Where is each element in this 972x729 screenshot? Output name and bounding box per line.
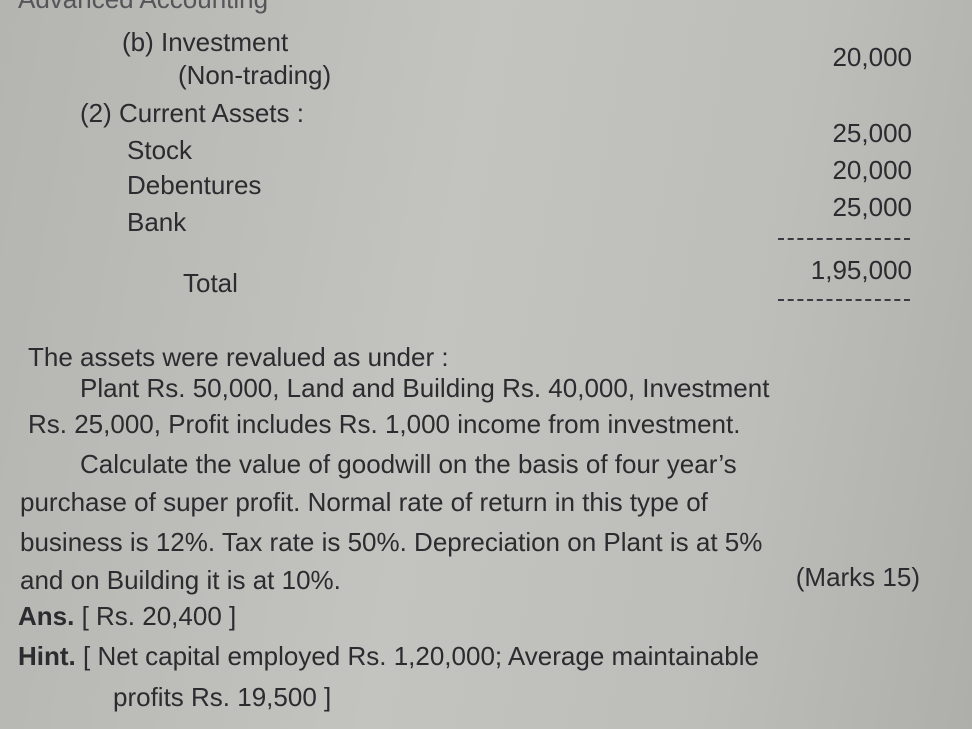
investment-label: (b) Investment — [122, 27, 289, 57]
running-header: Advanced Accounting — [18, 0, 268, 14]
investment-sub: (Non-trading) — [178, 60, 332, 90]
answer: Ans. [ Rs. 20,400 ] — [18, 601, 236, 631]
investment-value: 20,000 — [832, 42, 912, 72]
answer-label: Ans. — [18, 601, 75, 631]
body-line: Rs. 25,000, Profit includes Rs. 1,000 in… — [28, 409, 741, 439]
divider — [778, 238, 910, 240]
row-value-debentures: 20,000 — [832, 155, 912, 185]
row-label-stock: Stock — [127, 135, 193, 165]
divider — [778, 299, 910, 301]
hint: Hint. [ Net capital employed Rs. 1,20,00… — [18, 641, 759, 671]
current-assets-heading: (2) Current Assets : — [80, 98, 304, 128]
body-line: The assets were revalued as under : — [28, 342, 449, 372]
body-line: Plant Rs. 50,000, Land and Building Rs. … — [80, 373, 770, 403]
row-value-bank: 25,000 — [832, 192, 912, 222]
row-value-stock: 25,000 — [832, 118, 912, 148]
body-line: and on Building it is at 10%. — [20, 565, 341, 595]
hint-label: Hint. — [18, 641, 76, 671]
row-label-debentures: Debentures — [127, 170, 262, 200]
row-label-bank: Bank — [127, 207, 187, 237]
body-line: business is 12%. Tax rate is 50%. Deprec… — [20, 527, 763, 557]
body-line: purchase of super profit. Normal rate of… — [20, 487, 708, 517]
hint-text-cont: profits Rs. 19,500 ] — [113, 682, 332, 712]
body-line: Calculate the value of goodwill on the b… — [80, 449, 737, 479]
answer-text: [ Rs. 20,400 ] — [81, 601, 237, 631]
total-label: Total — [183, 268, 238, 298]
hint-text: [ Net capital employed Rs. 1,20,000; Ave… — [83, 641, 759, 671]
marks: (Marks 15) — [795, 562, 920, 592]
total-value: 1,95,000 — [810, 255, 912, 285]
